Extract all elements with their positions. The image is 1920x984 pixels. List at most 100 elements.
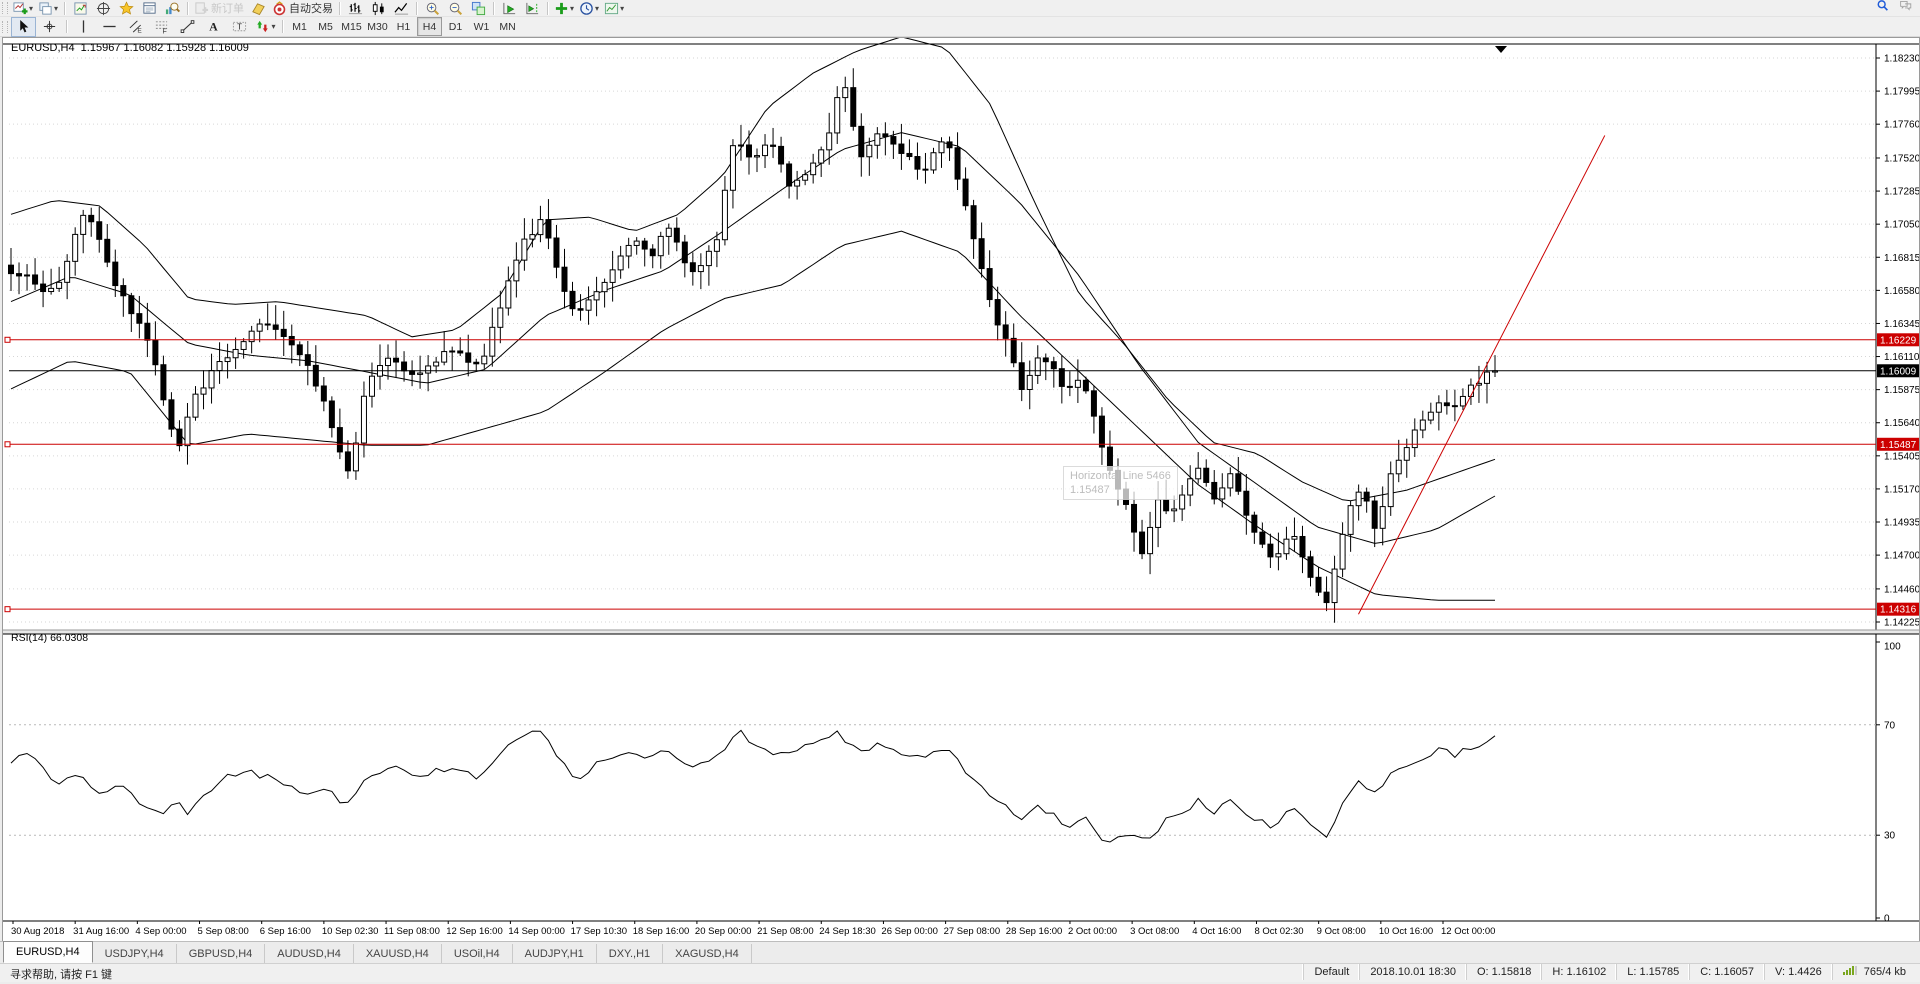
timeframe-m30-button[interactable]: M30 [367,20,388,33]
timeframe-m1-button[interactable]: M1 [292,20,307,33]
equidistant-channel-button[interactable]: E [123,17,148,37]
status-profile[interactable]: Default [1303,964,1359,980]
toolbar-right-icons [1876,0,1912,16]
status-bar: 寻求帮助, 请按 F1 键 Default 2018.10.01 18:30 O… [0,963,1920,982]
chevron-down-icon[interactable]: ▾ [570,3,575,13]
line-chart-mode-button[interactable] [390,0,412,17]
bar-chart-mode-button[interactable] [344,0,366,17]
timeframe-w1-button[interactable]: W1 [473,20,490,33]
tooltip-object-price: 1.15487 [1070,484,1110,496]
timeframe-d1-button[interactable]: D1 [448,20,463,33]
periods-button[interactable]: ▾ [577,0,601,17]
chevron-down-icon[interactable]: ▾ [54,3,59,13]
periods-icon [579,1,594,16]
indicators-list-button[interactable]: ▾ [552,0,576,17]
terminal-button[interactable] [138,0,160,17]
symbol-tab-USOil-H4[interactable]: USOil,H4 [442,944,513,963]
chart-shift-icon [525,1,540,16]
svg-text:1.16110: 1.16110 [1884,352,1919,363]
zoom-out-button[interactable] [444,0,466,17]
autotrading-icon [272,0,287,16]
svg-text:1.15640: 1.15640 [1884,418,1919,429]
crosshair-icon [42,19,57,34]
timeframe-mn-button[interactable]: MN [499,20,516,33]
status-traffic: 765/4 kb [1863,966,1906,978]
symbol-tab-DXY-H1[interactable]: DXY.,H1 [597,944,664,963]
fibonacci-retracement-button[interactable]: F [149,17,174,37]
timeframe-m5-button[interactable]: M5 [318,20,333,33]
symbol-tab-USDJPY-H4[interactable]: USDJPY,H4 [93,944,177,963]
status-help-text: 寻求帮助, 请按 F1 键 [10,969,113,981]
chevron-down-icon[interactable]: ▾ [595,3,600,13]
signal-bars-icon [1842,966,1857,975]
symbol-tab-XAGUSD-H4[interactable]: XAGUSD,H4 [663,944,752,963]
svg-text:1.17050: 1.17050 [1884,220,1919,231]
svg-text:1.14700: 1.14700 [1884,551,1919,562]
chevron-down-icon[interactable]: ▾ [620,3,625,13]
new-chart-button[interactable]: ▾ [11,0,35,17]
timeframe-h1-button[interactable]: H1 [396,20,411,33]
navigator-button[interactable] [115,0,137,17]
svg-text:1.16229: 1.16229 [1880,335,1917,346]
autotrading-button[interactable]: 自动交易 [270,0,335,17]
chevron-down-icon[interactable]: ▾ [271,22,276,31]
text-label-button[interactable]: T [227,17,252,37]
toolbar-separator [339,1,341,15]
chevron-down-icon[interactable]: ▾ [29,3,34,13]
timeframe-m15-button[interactable]: M15 [341,20,362,33]
auto-scroll-button[interactable] [498,0,520,17]
symbol-tab-EURUSD-H4[interactable]: EURUSD,H4 [3,941,93,963]
new-order-icon [194,1,209,16]
market-watch-button[interactable] [69,0,91,17]
svg-text:1.15170: 1.15170 [1884,484,1919,495]
cursor-button[interactable] [11,16,36,37]
toolbar-grip[interactable] [2,20,8,33]
svg-text:1.14460: 1.14460 [1884,584,1919,595]
chat-icon[interactable] [1899,0,1912,17]
svg-text:30 Aug 2018: 30 Aug 2018 [11,926,64,937]
symbol-tab-AUDJPY-H1[interactable]: AUDJPY,H1 [513,944,597,963]
chart-canvas[interactable]: 1.18230 1.17995 1.17760 1.17520 1.17285 1.170… [3,38,1919,963]
chart-profiles-icon [38,1,53,16]
data-window-button[interactable] [92,0,114,17]
horizontal-line-button[interactable] [97,17,122,37]
symbol-tab-AUDUSD-H4[interactable]: AUDUSD,H4 [265,944,354,963]
line-chart-mode-icon [393,1,409,16]
chart-shift-marker [1495,46,1507,53]
rsi-line [10,729,1496,843]
chart-window[interactable]: 1.18230 1.17995 1.17760 1.17520 1.17285 1.170… [2,37,1920,966]
standard-toolbar: ▾ ▾ 新订单 自动交易 ▾ ▾ ▾ [0,0,1920,17]
toolbar-grip[interactable] [2,2,8,14]
toolbar-separator [282,20,283,33]
market-watch-icon [73,1,88,16]
metaeditor-icon [251,1,266,16]
crosshair-button[interactable] [37,17,62,37]
svg-text:30: 30 [1884,831,1896,842]
strategy-tester-button[interactable] [161,0,183,17]
arrows-button[interactable]: ▾ [253,17,278,37]
tile-windows-icon [471,1,486,16]
zoom-out-icon [448,1,463,16]
autotrading-label: 自动交易 [289,3,334,15]
trendline-button[interactable] [175,17,200,37]
new-order-label: 新订单 [211,3,245,15]
symbol-tab-GBPUSD-H4[interactable]: GBPUSD,H4 [177,944,266,963]
search-icon[interactable] [1876,0,1889,17]
navigator-icon [118,0,134,16]
zoom-in-button[interactable] [421,0,443,17]
templates-button[interactable]: ▾ [602,0,626,17]
current-price-line: 1.16009 [9,364,1919,378]
candlestick-mode-button[interactable] [367,0,389,17]
terminal-icon [142,1,157,16]
chart-shift-button[interactable] [521,0,543,17]
tile-windows-button[interactable] [467,0,489,17]
metaeditor-button[interactable] [247,0,269,17]
text-button[interactable]: A [201,17,226,37]
horizontal-line-icon [102,19,117,34]
vertical-line-button[interactable] [71,17,96,37]
symbol-tab-XAUUSD-H4[interactable]: XAUUSD,H4 [354,944,442,963]
svg-text:14 Sep 00:00: 14 Sep 00:00 [508,926,565,937]
rsi-indicator-label: RSI(14) 66.0308 [11,632,89,644]
timeframe-h4-button[interactable]: H4 [417,17,442,36]
chart-profiles-button[interactable]: ▾ [36,0,60,17]
